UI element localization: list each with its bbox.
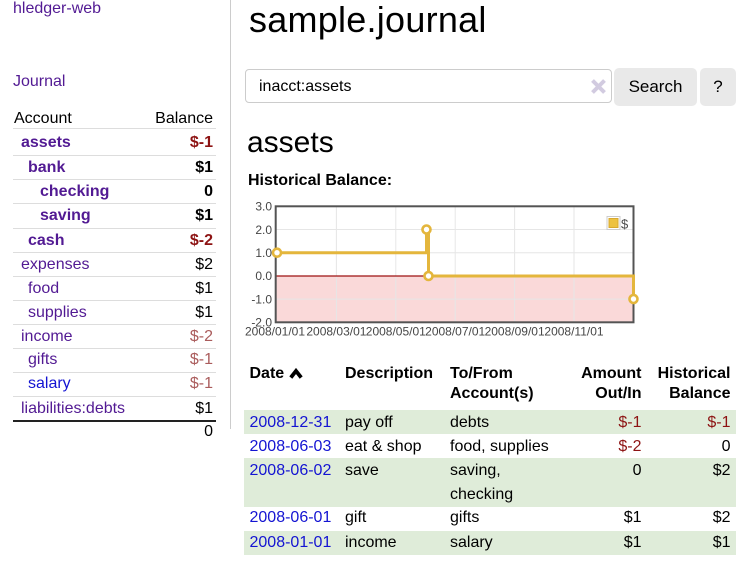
- svg-text:1.0: 1.0: [255, 246, 272, 260]
- svg-text:2008/03/01: 2008/03/01: [306, 325, 366, 339]
- svg-text:2008/05/01: 2008/05/01: [366, 325, 426, 339]
- svg-text:2008/01/01: 2008/01/01: [245, 325, 305, 339]
- svg-text:3.0: 3.0: [255, 200, 272, 214]
- svg-text:2.0: 2.0: [255, 223, 272, 237]
- svg-text:2008/11/01: 2008/11/01: [544, 325, 603, 339]
- svg-text:0.0: 0.0: [255, 269, 272, 283]
- svg-text:$: $: [621, 216, 629, 231]
- svg-text:2008/09/01: 2008/09/01: [485, 325, 545, 339]
- svg-text:-1.0: -1.0: [251, 292, 272, 306]
- svg-text:2008/07/01: 2008/07/01: [425, 325, 485, 339]
- svg-text:-2.0: -2.0: [251, 316, 272, 330]
